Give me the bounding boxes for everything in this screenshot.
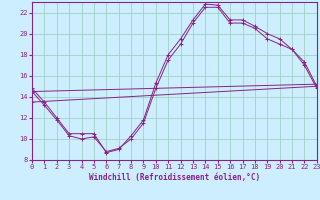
X-axis label: Windchill (Refroidissement éolien,°C): Windchill (Refroidissement éolien,°C) — [89, 173, 260, 182]
